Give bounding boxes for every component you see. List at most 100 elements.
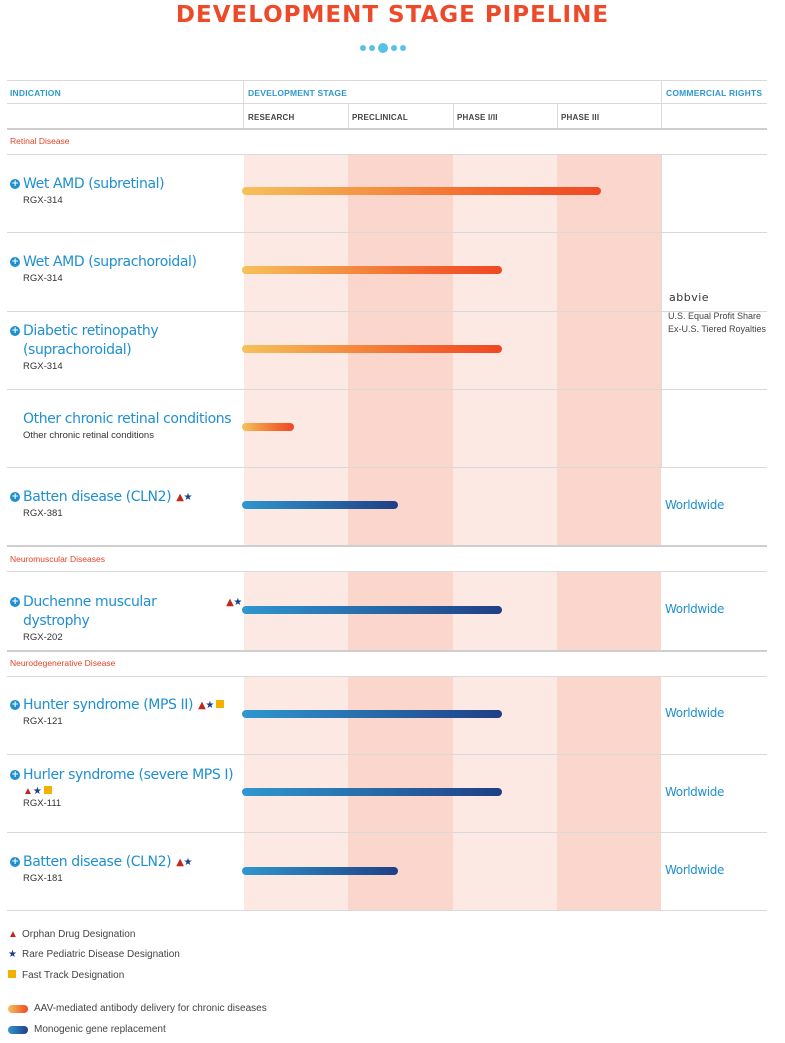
header-divider (453, 104, 454, 128)
indication-row: + Wet AMD (suprachoroidal) RGX-314 (10, 253, 242, 284)
title-dots (360, 42, 406, 54)
expand-plus-icon[interactable]: + (10, 857, 20, 867)
progress-bar (242, 788, 502, 796)
product-code: RGX-381 (23, 508, 63, 519)
row-separator (7, 832, 767, 833)
header-mid-rule (7, 103, 767, 104)
indication-name: Hurler syndrome (severe MPS I) (23, 767, 234, 783)
pediatric-star-icon: ★ (183, 857, 193, 868)
expand-plus-icon[interactable]: + (10, 597, 20, 607)
fast-track-square-icon (215, 700, 224, 708)
indication-name: Batten disease (CLN2) (23, 489, 172, 505)
indication-row: + Batten disease (CLN2) ▲★ RGX-381 (10, 488, 242, 519)
product-code: Other chronic retinal conditions (23, 430, 154, 441)
indication-name: Duchenne muscular dystrophy (23, 594, 157, 629)
title-dot (378, 43, 388, 53)
progress-bar (242, 423, 294, 431)
abbvie-logo: abbvie (669, 291, 710, 304)
indication-name: Other chronic retinal conditions (23, 411, 232, 427)
indication-row: + Hurler syndrome (severe MPS I) ▲★ RGX-1… (10, 766, 242, 809)
row-separator (7, 676, 767, 677)
orphan-triangle-icon: ▲ (226, 597, 234, 608)
table-bottom-rule (7, 910, 767, 911)
orphan-triangle-icon: ▲ (176, 492, 184, 503)
indication-row: Other chronic retinal conditions Other c… (10, 410, 242, 441)
orphan-triangle-icon: ▲ (198, 700, 206, 711)
stage-label-research: RESEARCH (248, 113, 295, 122)
stage-label-preclinical: PRECLINICAL (352, 113, 408, 122)
indication-row: + Hunter syndrome (MPS II) ▲★ RGX-121 (10, 696, 242, 727)
indication-name: Wet AMD (subretinal) (23, 176, 165, 192)
progress-bar (242, 710, 502, 718)
stage-band-phase3 (557, 155, 661, 545)
page-title: DEVELOPMENT STAGE PIPELINE (175, 2, 610, 28)
section-separator (7, 545, 767, 547)
development-stage-header: DEVELOPMENT STAGE (248, 88, 348, 98)
product-code: RGX-181 (23, 873, 63, 884)
indication-header: INDICATION (10, 88, 61, 98)
product-code: RGX-121 (23, 716, 63, 727)
section-label: Retinal Disease (10, 136, 70, 146)
row-separator (7, 311, 767, 312)
legend-aav: AAV-mediated antibody delivery for chron… (8, 1003, 267, 1014)
header-divider (557, 104, 558, 128)
row-separator (7, 467, 767, 468)
title-dot (400, 45, 406, 51)
progress-bar (242, 187, 601, 195)
indication-row: + Duchenne muscular dystrophy ▲★ RGX-202 (10, 593, 242, 643)
partner-terms-line: U.S. Equal Profit Share (668, 311, 762, 321)
header-bottom-rule (7, 128, 767, 130)
expand-plus-icon[interactable]: + (10, 257, 20, 267)
stage-band-phase3 (557, 677, 661, 911)
legend-monogenic: Monogenic gene replacement (8, 1024, 166, 1035)
title-dot (360, 45, 366, 51)
row-separator (7, 232, 767, 233)
product-code: RGX-202 (23, 632, 63, 643)
pediatric-star-icon: ★ (183, 492, 193, 503)
row-separator (7, 754, 767, 755)
progress-bar (242, 867, 398, 875)
stage-label-phase3: PHASE III (561, 113, 600, 122)
product-code: RGX-314 (23, 361, 63, 372)
product-code: RGX-314 (23, 273, 63, 284)
section-label: Neuromuscular Diseases (10, 554, 105, 564)
rights-label: Worldwide (665, 863, 724, 877)
aav-bar-swatch (8, 1004, 28, 1013)
indication-name: Wet AMD (suprachoroidal) (23, 254, 197, 270)
legend-fast-track: Fast Track Designation (8, 970, 124, 981)
legend-pediatric: ★ Rare Pediatric Disease Designation (8, 949, 180, 960)
header-top-rule (7, 80, 767, 81)
indication-name: Hunter syndrome (MPS II) (23, 697, 194, 713)
expand-plus-icon[interactable]: + (10, 770, 20, 780)
indication-row: + Diabetic retinopathy (suprachoroidal) R… (10, 322, 180, 372)
rights-label: Worldwide (665, 706, 724, 720)
product-code: RGX-111 (23, 798, 62, 809)
rights-label: Worldwide (665, 498, 724, 512)
expand-plus-icon[interactable]: + (10, 700, 20, 710)
pediatric-star-icon: ★ (205, 700, 214, 711)
section-separator (7, 650, 767, 652)
pediatric-star-icon: ★ (8, 949, 17, 960)
rights-label: Worldwide (665, 602, 724, 616)
commercial-rights-header: COMMERCIAL RIGHTS (666, 88, 763, 98)
header-divider (243, 80, 244, 128)
fast-track-square-icon (43, 786, 52, 794)
row-separator (7, 571, 767, 572)
pediatric-star-icon: ★ (32, 786, 42, 797)
product-code: RGX-314 (23, 195, 63, 206)
indication-row: + Batten disease (CLN2) ▲★ RGX-181 (10, 853, 242, 884)
expand-plus-icon[interactable]: + (10, 326, 20, 336)
title-dot (391, 45, 397, 51)
fast-track-square-icon (8, 970, 16, 978)
expand-plus-icon[interactable]: + (10, 492, 20, 502)
row-separator (7, 389, 767, 390)
stage-band-phase3 (557, 572, 661, 650)
section-label: Neurodegenerative Disease (10, 658, 116, 668)
expand-plus-icon[interactable]: + (10, 179, 20, 189)
legend-orphan: ▲ Orphan Drug Designation (8, 929, 136, 940)
row-separator (7, 154, 767, 155)
orphan-triangle-icon: ▲ (8, 929, 18, 940)
partner-terms-line: Ex-U.S. Tiered Royalties (668, 324, 767, 334)
orphan-triangle-icon: ▲ (23, 786, 33, 797)
pediatric-star-icon: ★ (233, 597, 242, 608)
